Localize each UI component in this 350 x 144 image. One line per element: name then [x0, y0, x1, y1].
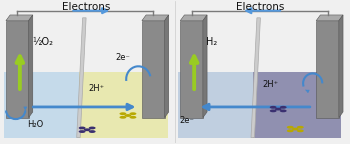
Circle shape: [79, 130, 86, 133]
Circle shape: [275, 108, 282, 110]
Circle shape: [292, 128, 299, 130]
Text: H₂O: H₂O: [27, 120, 43, 129]
Polygon shape: [77, 18, 86, 138]
Circle shape: [280, 106, 287, 109]
Circle shape: [125, 114, 131, 117]
Bar: [79, 72, 168, 138]
Circle shape: [119, 116, 126, 119]
Polygon shape: [316, 15, 343, 21]
Polygon shape: [29, 15, 33, 118]
Text: 2e⁻: 2e⁻: [115, 53, 130, 62]
Circle shape: [287, 126, 294, 129]
Polygon shape: [251, 18, 260, 138]
Bar: [180, 21, 203, 118]
Polygon shape: [180, 15, 207, 21]
Circle shape: [89, 127, 96, 129]
Circle shape: [119, 112, 126, 115]
Circle shape: [270, 106, 276, 109]
Text: 2e⁻: 2e⁻: [180, 116, 195, 125]
Polygon shape: [6, 15, 33, 21]
Text: 2H⁺: 2H⁺: [89, 84, 105, 93]
Bar: [4, 72, 166, 138]
Bar: [142, 21, 164, 118]
Bar: [178, 72, 341, 138]
Circle shape: [297, 126, 304, 129]
Text: H₂: H₂: [206, 37, 217, 47]
Text: Electrons: Electrons: [62, 2, 110, 12]
Text: ½O₂: ½O₂: [32, 37, 53, 47]
Bar: [253, 72, 341, 138]
Circle shape: [130, 112, 136, 115]
Bar: [6, 21, 29, 118]
Polygon shape: [203, 15, 207, 118]
Circle shape: [287, 129, 294, 132]
Circle shape: [297, 129, 304, 132]
Circle shape: [79, 127, 86, 129]
Circle shape: [280, 109, 287, 112]
Circle shape: [89, 130, 96, 133]
Circle shape: [270, 109, 276, 112]
Polygon shape: [339, 15, 343, 118]
Circle shape: [130, 116, 136, 119]
Circle shape: [84, 128, 91, 131]
Polygon shape: [142, 15, 169, 21]
Text: Electrons: Electrons: [236, 2, 285, 12]
Bar: [316, 21, 339, 118]
Polygon shape: [164, 15, 169, 118]
Text: 2H⁺: 2H⁺: [263, 80, 279, 89]
